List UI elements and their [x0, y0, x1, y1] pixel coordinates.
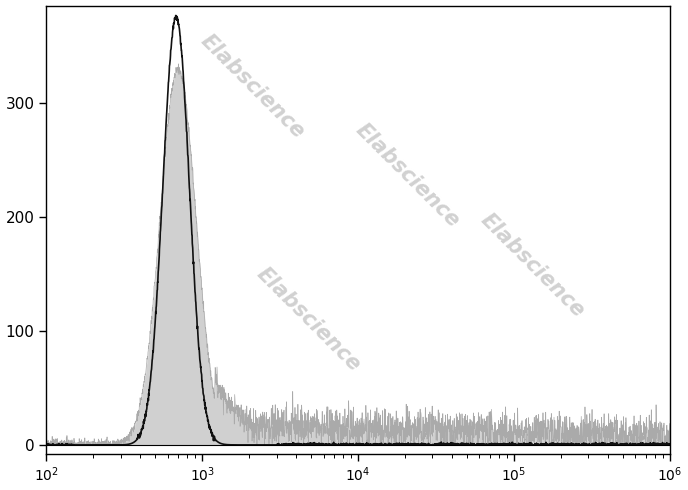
Text: Elabscience: Elabscience: [352, 120, 464, 232]
Text: Elabscience: Elabscience: [252, 264, 364, 375]
Text: Elabscience: Elabscience: [477, 210, 588, 321]
Text: Elabscience: Elabscience: [196, 30, 308, 142]
